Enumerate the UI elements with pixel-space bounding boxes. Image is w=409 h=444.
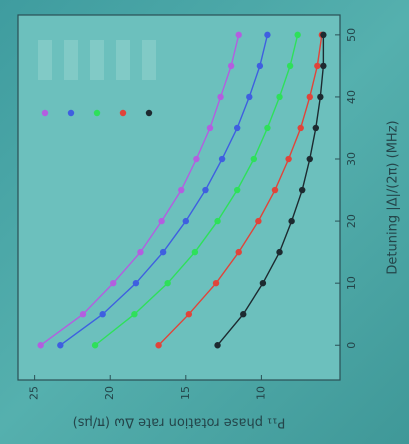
data-point — [286, 62, 294, 70]
data-point — [159, 248, 167, 256]
data-point — [91, 342, 99, 349]
data-point — [57, 342, 64, 349]
data-point — [217, 93, 224, 101]
legend-marker — [93, 109, 101, 117]
data-point — [255, 217, 262, 225]
x-tick-label: 50 — [345, 28, 358, 42]
data-point — [202, 186, 209, 194]
legend-marker — [145, 109, 153, 117]
data-point — [276, 248, 283, 256]
data-point — [240, 311, 247, 318]
x-tick-label: 20 — [345, 214, 358, 228]
data-point — [312, 124, 320, 132]
data-point — [137, 248, 144, 256]
data-point — [306, 93, 313, 101]
data-point — [193, 155, 200, 163]
data-point — [37, 342, 44, 349]
data-point — [306, 155, 313, 163]
legend-entry — [64, 40, 78, 80]
data-point — [294, 31, 301, 39]
legend-marker — [67, 109, 75, 117]
data-point — [271, 186, 279, 194]
data-point — [131, 311, 138, 318]
data-point — [164, 279, 171, 287]
data-point — [185, 311, 193, 318]
rotated-chart: 0 10 20 30 40 50 10 15 20 25 Detuning |Δ|/(2π) (MH… — [17, 14, 401, 430]
data-point — [110, 279, 117, 287]
data-point — [218, 155, 226, 163]
x-tick-label: 30 — [345, 152, 358, 166]
y-tick-label: 15 — [179, 386, 192, 400]
data-point — [132, 279, 140, 287]
legend-marker — [119, 109, 127, 117]
data-point — [235, 248, 242, 256]
data-point — [178, 186, 185, 194]
data-point — [235, 31, 242, 39]
y-axis-label: P₁₁ phase rotation rate Δω (π/μs) — [73, 415, 286, 430]
data-point — [182, 217, 190, 225]
data-point — [158, 217, 165, 225]
y-tick-label: 10 — [254, 386, 267, 400]
data-point — [317, 93, 324, 101]
data-point — [155, 342, 162, 349]
x-axis-label: Detuning |Δ|/(2π) (MHz) — [386, 120, 401, 274]
data-point — [264, 31, 271, 39]
data-point — [259, 279, 267, 287]
legend-entry — [38, 40, 52, 80]
data-point — [234, 124, 241, 132]
data-point — [299, 186, 306, 194]
data-point — [214, 217, 221, 225]
data-point — [320, 62, 327, 70]
data-point — [256, 62, 264, 70]
x-tick-label: 40 — [345, 90, 358, 104]
x-tick-label: 0 — [345, 342, 358, 349]
data-point — [206, 124, 214, 132]
legend-entry — [90, 40, 104, 80]
data-point — [250, 155, 258, 163]
data-point — [79, 311, 87, 318]
x-tick-label: 10 — [345, 276, 358, 290]
data-point — [99, 311, 106, 318]
data-point — [214, 342, 221, 349]
data-point — [285, 155, 292, 163]
data-point — [314, 62, 321, 70]
data-point — [191, 248, 199, 256]
legend-entry — [116, 40, 130, 80]
data-point — [320, 31, 327, 39]
data-point — [264, 124, 271, 132]
y-tick-label: 20 — [103, 386, 116, 400]
legend-entry — [142, 40, 156, 80]
data-point — [276, 93, 283, 101]
data-point — [234, 186, 241, 194]
data-point — [297, 124, 304, 132]
data-point — [288, 217, 295, 225]
data-point — [212, 279, 220, 287]
legend-marker — [41, 109, 49, 117]
y-tick-label: 25 — [28, 386, 41, 400]
data-point — [246, 93, 253, 101]
data-point — [227, 62, 235, 70]
